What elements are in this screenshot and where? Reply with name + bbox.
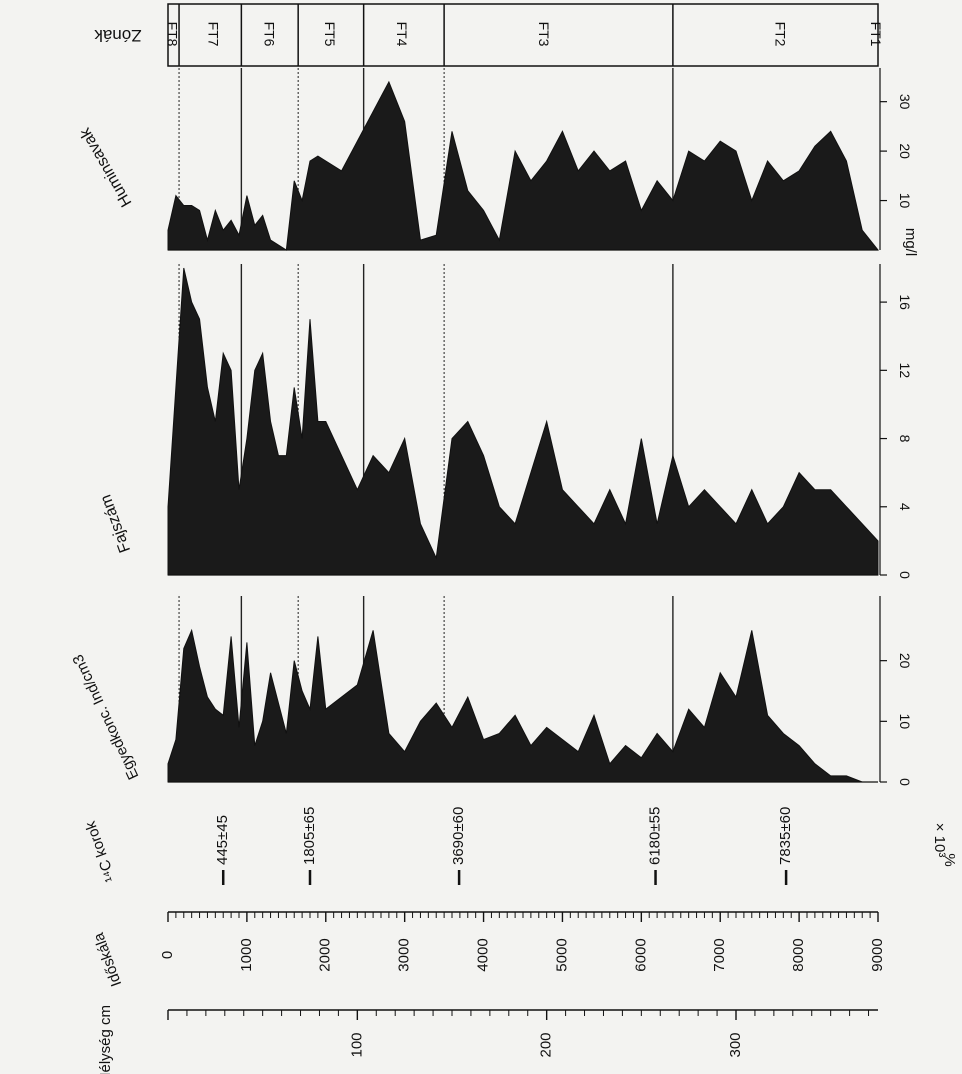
age-tick-label: 6000 [632,938,649,971]
value-tick-label: 10 [897,714,913,730]
c14-date: 1805±65 [301,807,318,865]
age-tick-label: 9000 [869,938,886,971]
zone-label: FT7 [205,22,221,47]
age-tick-label: 8000 [790,938,807,971]
panel-1: 0 4 8 12 16 [167,264,913,579]
depth-tick-label: 300 [727,1032,744,1057]
zone-label: FT6 [261,22,277,47]
c14-date: 6180±55 [647,807,664,865]
value-tick-label: 4 [897,503,913,511]
zone-header: FT8 FT7 FT6 FT5 FT4 FT3 FT2 FT1 Zónák [94,3,884,67]
value-unit: mg/l [902,228,919,256]
age-tick-label: 1000 [238,938,255,971]
value-tick-label: 0 [897,778,913,786]
depth-tick-label: 200 [538,1032,555,1057]
depth-tick-label: 100 [348,1032,365,1057]
c14-date: 3690±60 [450,807,467,865]
value-tick-label: 16 [897,294,913,310]
age-tick-label: 4000 [475,938,492,971]
zone-label: FT8 [164,22,180,47]
age-tick-label: 7000 [711,938,728,971]
age-tick-label: 0 [159,951,176,959]
zone-label: FT2 [773,22,789,47]
value-tick-label: 12 [897,363,913,379]
percent-label: % [941,853,958,866]
value-tick-label: 20 [897,143,913,159]
zone-label: FT3 [536,22,552,47]
age-tick-label: 2000 [317,938,334,971]
area-series [167,628,878,783]
age-tick-label: 3000 [396,938,413,971]
zone-label: FT1 [868,22,884,47]
value-tick-label: 20 [897,653,913,669]
zone-label: FT5 [322,22,338,47]
c14-date: 7835±60 [777,807,794,865]
value-tick-label: 0 [897,571,913,579]
value-tick-label: 10 [897,193,913,209]
c14-date: 445±45 [214,815,231,865]
age-tick-label: 5000 [553,938,570,971]
value-tick-label: 8 [897,435,913,443]
depth-axis-label: Mélység cm [97,1005,114,1074]
axes-area: 445±45 1805±65 3690±60 6180±55 7835±60 0 1000 2… [159,807,886,1058]
x10-label: × 10³ [931,823,948,858]
zone-label: FT4 [394,22,410,47]
zone-axis-label: Zónák [94,26,142,45]
panel-2: 10 20 30 mg/l [167,68,919,256]
value-tick-label: 30 [897,94,913,110]
panels: 0 10 20 0 4 8 12 16 10 20 30 mg/l [167,68,919,786]
area-series [167,80,880,251]
area-series [167,267,879,576]
panel-0: 0 10 20 [167,596,913,786]
